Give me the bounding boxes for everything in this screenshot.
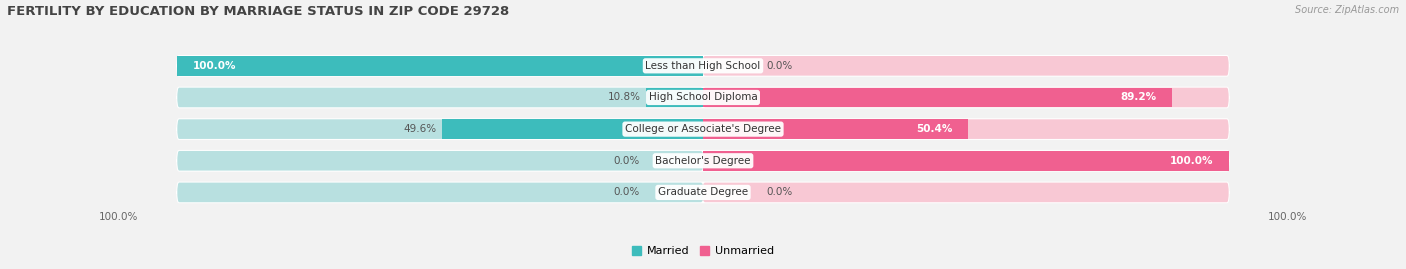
FancyBboxPatch shape: [177, 151, 1229, 171]
Text: 0.0%: 0.0%: [766, 187, 793, 197]
Text: Bachelor's Degree: Bachelor's Degree: [655, 156, 751, 166]
FancyBboxPatch shape: [177, 56, 703, 76]
Bar: [647, 88, 703, 107]
Text: Less than High School: Less than High School: [645, 61, 761, 71]
Text: 100.0%: 100.0%: [1268, 212, 1308, 222]
FancyBboxPatch shape: [177, 119, 703, 139]
FancyBboxPatch shape: [177, 183, 703, 202]
FancyBboxPatch shape: [177, 88, 703, 107]
Text: Graduate Degree: Graduate Degree: [658, 187, 748, 197]
FancyBboxPatch shape: [177, 56, 1229, 76]
FancyBboxPatch shape: [703, 183, 1229, 202]
Text: 50.4%: 50.4%: [915, 124, 952, 134]
Text: 10.8%: 10.8%: [607, 93, 641, 102]
FancyBboxPatch shape: [177, 151, 703, 171]
Text: Source: ZipAtlas.com: Source: ZipAtlas.com: [1295, 5, 1399, 15]
Text: High School Diploma: High School Diploma: [648, 93, 758, 102]
Bar: [703, 88, 1173, 107]
Text: FERTILITY BY EDUCATION BY MARRIAGE STATUS IN ZIP CODE 29728: FERTILITY BY EDUCATION BY MARRIAGE STATU…: [7, 5, 509, 18]
FancyBboxPatch shape: [703, 151, 1229, 171]
Text: 100.0%: 100.0%: [1170, 156, 1213, 166]
FancyBboxPatch shape: [703, 119, 1229, 139]
Bar: [177, 56, 703, 76]
Text: 0.0%: 0.0%: [613, 156, 640, 166]
Text: 0.0%: 0.0%: [766, 61, 793, 71]
FancyBboxPatch shape: [703, 56, 1229, 76]
Text: 0.0%: 0.0%: [613, 187, 640, 197]
Bar: [443, 119, 703, 139]
Bar: [703, 119, 967, 139]
FancyBboxPatch shape: [177, 183, 1229, 202]
Bar: [703, 151, 1229, 171]
Legend: Married, Unmarried: Married, Unmarried: [627, 242, 779, 261]
Text: College or Associate's Degree: College or Associate's Degree: [626, 124, 780, 134]
FancyBboxPatch shape: [177, 119, 1229, 139]
Text: 100.0%: 100.0%: [193, 61, 236, 71]
Text: 49.6%: 49.6%: [404, 124, 437, 134]
Text: 100.0%: 100.0%: [98, 212, 138, 222]
FancyBboxPatch shape: [703, 88, 1229, 107]
FancyBboxPatch shape: [177, 88, 1229, 107]
Text: 89.2%: 89.2%: [1121, 93, 1156, 102]
